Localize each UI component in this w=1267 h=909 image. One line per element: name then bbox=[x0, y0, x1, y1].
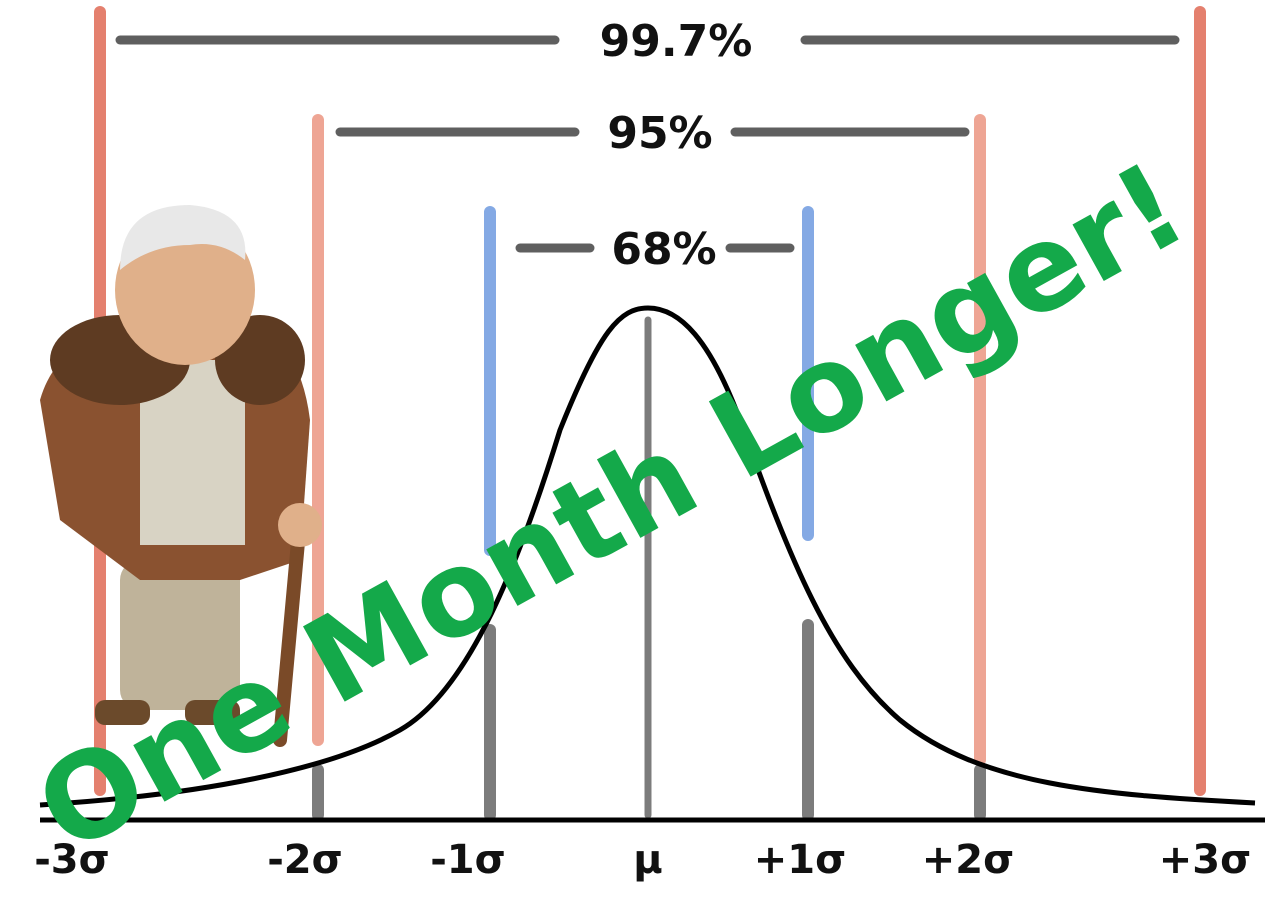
shoe bbox=[185, 700, 240, 725]
cane bbox=[273, 513, 307, 747]
trousers bbox=[120, 560, 240, 710]
axis-label: -1σ bbox=[430, 837, 506, 883]
bell-curve bbox=[39, 305, 1256, 808]
axis-labels: -3σ -2σ -1σ μ +1σ +2σ +3σ bbox=[34, 837, 1251, 883]
interval-bars bbox=[115, 35, 1180, 253]
axis-label: +1σ bbox=[754, 837, 847, 883]
axis-label: μ bbox=[633, 837, 662, 883]
shoe bbox=[95, 700, 150, 725]
hand bbox=[278, 503, 322, 547]
interval-label: 99.7% bbox=[600, 16, 753, 67]
old-man-figure bbox=[40, 205, 322, 747]
hair bbox=[120, 205, 246, 270]
axis-label: -3σ bbox=[34, 837, 110, 883]
sigma-lines bbox=[94, 6, 1206, 821]
interval-label: 95% bbox=[607, 108, 712, 159]
axis-label: +2σ bbox=[922, 837, 1015, 883]
axis-label: +3σ bbox=[1159, 837, 1252, 883]
head bbox=[115, 215, 255, 365]
sweater bbox=[140, 360, 245, 545]
axis-label: -2σ bbox=[267, 837, 343, 883]
interval-label: 68% bbox=[611, 224, 716, 275]
